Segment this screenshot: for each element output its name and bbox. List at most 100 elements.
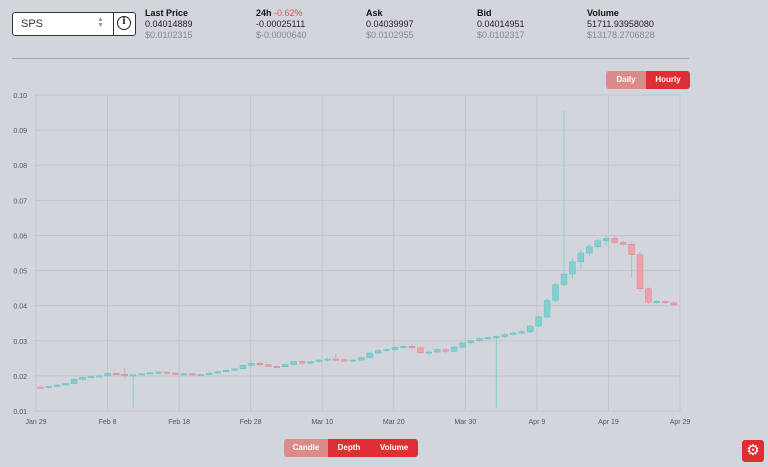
candle-up xyxy=(70,378,78,385)
candle-down xyxy=(273,364,280,368)
candle-down xyxy=(341,358,348,363)
stat-bid: Bid 0.04014951 $0.0102317 xyxy=(477,8,525,41)
candle-body xyxy=(476,338,483,341)
tab-volume[interactable]: Volume xyxy=(370,439,418,457)
candle-up xyxy=(146,372,154,375)
candle-body xyxy=(493,336,500,338)
tab-candle[interactable]: Candle xyxy=(284,439,328,457)
candle-up xyxy=(53,384,61,388)
candle-body xyxy=(670,302,677,305)
select-arrows-icon: ▲ ▼ xyxy=(97,16,104,29)
candle-body xyxy=(645,288,652,303)
y-tick-label: 0.08 xyxy=(13,163,27,170)
candle-up xyxy=(560,110,568,287)
candle-up xyxy=(476,337,483,342)
candle-up xyxy=(180,373,187,376)
stat-volume: Volume 51711.93958080 $13178.2706828 xyxy=(587,8,655,41)
candle-up xyxy=(155,371,162,374)
candle-body xyxy=(273,366,280,368)
stat-label: Bid xyxy=(477,8,492,18)
candle-up xyxy=(45,386,52,389)
candle-up xyxy=(653,300,661,304)
candle-body xyxy=(510,332,517,335)
candle-up xyxy=(501,333,508,338)
candle-body xyxy=(307,361,314,364)
candle-body xyxy=(315,359,323,362)
candle-up xyxy=(400,344,407,349)
candle-body xyxy=(577,252,585,262)
candle-up xyxy=(510,332,517,336)
candle-body xyxy=(341,359,348,362)
candle-body xyxy=(282,364,289,367)
candle-body xyxy=(163,371,171,374)
candle-body xyxy=(374,350,382,354)
candle-body xyxy=(484,337,492,340)
candle-body xyxy=(265,364,272,367)
tab-depth[interactable]: Depth xyxy=(328,439,370,457)
gear-icon[interactable]: ⚙ xyxy=(742,440,764,462)
candle-up xyxy=(104,372,111,377)
candle-body xyxy=(37,386,44,389)
candle-body xyxy=(501,334,508,337)
candle-up xyxy=(138,373,145,376)
y-tick-label: 0.06 xyxy=(13,233,27,240)
candle-up xyxy=(543,298,551,320)
candle-down xyxy=(442,348,449,354)
x-tick-label: Mar 30 xyxy=(454,419,476,426)
candle-up xyxy=(222,369,230,373)
candle-body xyxy=(256,363,264,365)
candle-body xyxy=(113,373,120,375)
candle-body xyxy=(197,374,204,376)
candle-up xyxy=(366,352,373,359)
candle-body xyxy=(87,376,95,378)
candle-down xyxy=(662,300,669,305)
candle-up xyxy=(391,346,399,351)
info-icon[interactable]: i xyxy=(117,16,131,30)
candle-up xyxy=(450,346,458,353)
candle-down xyxy=(172,372,179,375)
candle-up xyxy=(214,370,221,374)
candle-body xyxy=(332,358,340,361)
y-tick-label: 0.05 xyxy=(13,269,27,276)
stat-value-usd: $0.0102955 xyxy=(366,30,414,40)
stat-value-usd: $-0.0000640 xyxy=(256,30,307,40)
stat-24h: 24h -0.62% -0.00025111 $-0.0000640 xyxy=(256,8,307,41)
stat-last-price: Last Price 0.04014889 $0.0102315 xyxy=(145,8,193,41)
candle-body xyxy=(231,368,238,371)
stat-value: -0.00025111 xyxy=(256,19,306,29)
candle-body xyxy=(324,358,331,361)
candle-down xyxy=(619,240,627,246)
y-tick-label: 0.10 xyxy=(13,93,27,100)
daily-button[interactable]: Daily xyxy=(606,71,646,89)
stat-value: 0.04039997 xyxy=(366,19,414,29)
candle-body xyxy=(129,374,137,377)
candle-body xyxy=(442,349,449,352)
candle-body xyxy=(569,261,576,275)
candle-up xyxy=(425,350,432,355)
candle-body xyxy=(425,351,432,354)
stat-label: 24h xyxy=(256,8,272,18)
candle-body xyxy=(214,371,221,374)
chart-grid xyxy=(34,94,681,412)
candle-up xyxy=(467,340,475,345)
candle-body xyxy=(45,386,52,388)
stat-label: Last Price xyxy=(145,8,189,18)
candle-up xyxy=(383,348,390,353)
candle-up xyxy=(434,348,441,353)
candle-body xyxy=(400,346,407,348)
candle-down xyxy=(628,243,635,278)
candle-body xyxy=(552,284,559,301)
stat-label: Ask xyxy=(366,8,383,18)
candle-up xyxy=(518,330,525,335)
x-tick-label: Feb 28 xyxy=(240,419,262,426)
stat-value-usd: $0.0102315 xyxy=(145,30,193,40)
candle-up xyxy=(577,249,585,269)
candle-body xyxy=(628,244,635,255)
candle-up xyxy=(197,373,204,376)
hourly-button[interactable]: Hourly xyxy=(646,71,690,89)
candle-down xyxy=(298,360,306,365)
candle-body xyxy=(636,254,644,290)
market-select[interactable]: SPS ▲ ▼ i xyxy=(12,12,136,36)
candle-body xyxy=(96,375,103,378)
